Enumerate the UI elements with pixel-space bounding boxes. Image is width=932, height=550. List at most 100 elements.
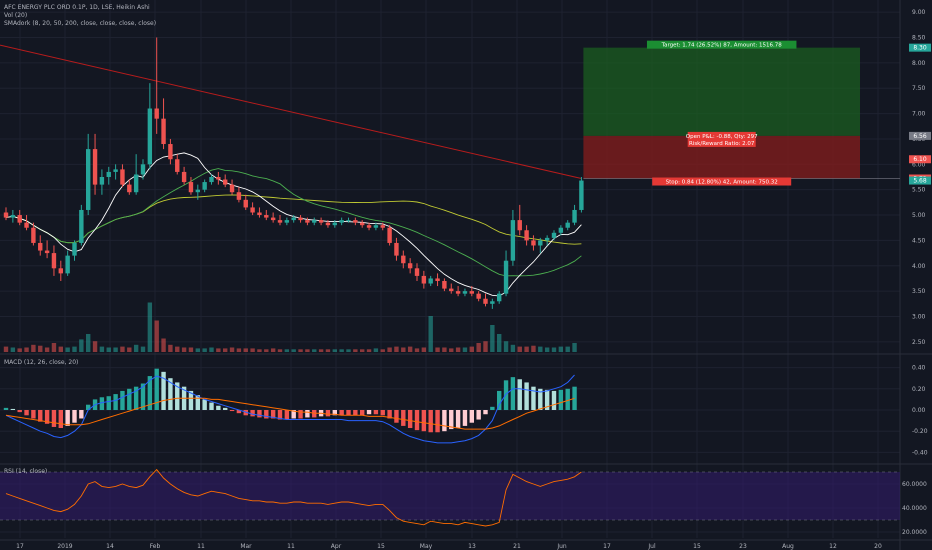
candle-body — [147, 108, 153, 165]
rr-label: Risk/Reward Ratio: 2.07 — [689, 141, 755, 147]
candle-body — [31, 227, 36, 243]
candle-body — [3, 212, 9, 218]
volume-bar — [3, 346, 9, 352]
volume-bar — [565, 346, 570, 352]
macd-tick-label: -0.20 — [912, 428, 928, 435]
volume-bar — [366, 349, 372, 352]
volume-bar — [161, 338, 166, 352]
x-tick-label: 21 — [513, 543, 521, 550]
candle-body — [10, 215, 16, 218]
target-zone — [583, 47, 860, 136]
macd-histogram-bar — [229, 410, 235, 412]
macd-histogram-bar — [140, 383, 146, 410]
x-tick-label: 14 — [106, 543, 114, 550]
macd-histogram-bar — [298, 410, 303, 419]
candle-body — [243, 199, 248, 208]
volume-bar — [517, 346, 522, 352]
candle-body — [483, 298, 488, 304]
macd-histogram-bar — [236, 410, 242, 414]
candle-body — [469, 291, 474, 294]
volume-bar — [483, 341, 488, 352]
volume-bar — [154, 320, 159, 352]
candle-body — [51, 253, 57, 269]
macd-histogram-bar — [353, 410, 358, 416]
volume-bar — [407, 346, 413, 352]
candle-body — [339, 220, 344, 223]
macd-histogram-bar — [133, 386, 139, 410]
volume-bar — [99, 346, 105, 352]
macd-histogram-bar — [531, 386, 536, 410]
volume-bar — [312, 349, 317, 352]
candle-body — [366, 225, 372, 228]
volume-bar — [38, 345, 43, 352]
candle-body — [401, 255, 406, 264]
candle-body — [476, 293, 481, 299]
candle-body — [92, 149, 98, 185]
candle-body — [531, 240, 536, 246]
x-tick-label: 11 — [197, 543, 205, 550]
macd-histogram-bar — [360, 410, 365, 416]
open-pl-label: Open P&L: -0.88, Qty: 297 — [686, 134, 758, 140]
price-tick-label: 8.00 — [912, 60, 926, 67]
candle-body — [503, 260, 509, 294]
price-tick-label: 5.50 — [912, 187, 926, 194]
volume-bar — [72, 346, 77, 352]
stop-label-bg — [652, 177, 792, 186]
x-tick-label: 17 — [16, 543, 24, 550]
volume-bar — [414, 348, 420, 352]
volume-bar — [421, 347, 427, 352]
x-tick-label: Jul — [647, 543, 656, 550]
macd-histogram-bar — [407, 410, 413, 429]
volume-bar — [339, 349, 344, 352]
volume-bar — [229, 347, 235, 352]
volume-bar — [236, 348, 242, 352]
macd-histogram-bar — [339, 410, 344, 416]
x-tick-label: May — [420, 543, 433, 550]
candle-body — [202, 182, 207, 190]
price-label-bg — [909, 43, 931, 52]
volume-bar — [270, 348, 276, 352]
price-tick-label: 6.00 — [912, 161, 926, 168]
candle-body — [79, 209, 84, 243]
volume-bar — [10, 347, 16, 352]
candle-body — [257, 212, 262, 216]
x-tick-label: 15 — [377, 543, 385, 550]
target-label: Target: 1.74 (26.52%) 87, Amount: 1516.7… — [661, 43, 783, 49]
candle-body — [380, 225, 385, 228]
volume-bar — [462, 347, 468, 352]
macd-histogram-bar — [414, 410, 420, 431]
volume-bar — [147, 302, 153, 352]
volume-bar — [538, 346, 543, 352]
price-tick-label: 9.00 — [912, 9, 926, 16]
candle-body — [462, 291, 468, 294]
macd-histogram-bar — [127, 388, 132, 410]
candle-body — [497, 293, 502, 302]
volume-bar — [544, 347, 550, 352]
macd-histogram-bar — [161, 371, 166, 410]
volume-bar — [195, 348, 200, 352]
volume-bar — [449, 348, 454, 352]
candle-body — [435, 278, 440, 281]
volume-bar — [572, 343, 577, 352]
candle-body — [353, 220, 358, 223]
candle-body — [298, 217, 303, 221]
macd-histogram-bar — [51, 410, 57, 427]
x-tick-label: 15 — [693, 543, 701, 550]
candle-body — [579, 180, 584, 210]
candle-body — [86, 149, 91, 210]
sma20-line — [5, 168, 582, 277]
volume-bar — [257, 349, 262, 352]
candle-body — [72, 242, 77, 256]
candle-body — [154, 108, 159, 119]
candle-body — [195, 189, 200, 193]
macd-histogram-bar — [497, 390, 502, 410]
candle-body — [360, 222, 365, 226]
volume-bar — [490, 325, 495, 352]
candle-body — [291, 217, 296, 221]
macd-histogram-bar — [572, 386, 577, 410]
macd-histogram-bar — [270, 410, 276, 419]
macd-tick-label: 0.40 — [912, 365, 926, 372]
macd-histogram-bar — [490, 406, 495, 410]
volume-bar — [44, 347, 50, 352]
